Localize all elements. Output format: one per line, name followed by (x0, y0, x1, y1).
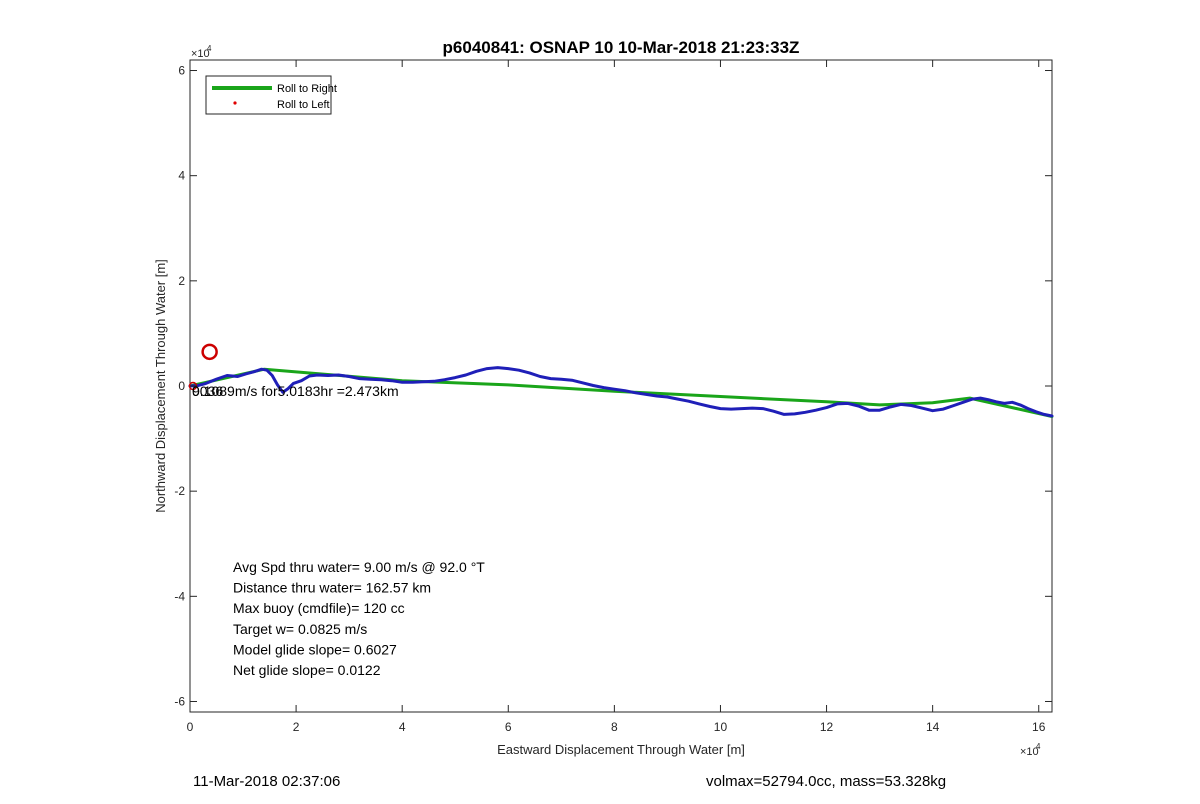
legend-label-roll-right: Roll to Right (277, 83, 337, 95)
legend-box (205, 75, 332, 115)
ticks-layer: 0 2 4 6 8 10 12 14 16 -6 -4 -2 0 2 4 6 (174, 60, 1052, 734)
y-tick-label: 2 (178, 274, 185, 288)
x-tick-label: 10 (714, 720, 728, 734)
legend: Roll to Right Roll to Left (205, 75, 337, 115)
stats-line: Avg Spd thru water= 9.00 m/s @ 92.0 °T (233, 559, 485, 575)
series-layer (188, 343, 1054, 418)
x-exponent-power: 4 (1036, 742, 1041, 751)
y-tick-label: 0 (178, 379, 185, 393)
y-tick-label: -4 (174, 589, 185, 603)
x-tick-label: 8 (611, 720, 618, 734)
stats-line: Distance thru water= 162.57 km (233, 580, 431, 596)
start-marker-label: 9036 (192, 383, 223, 399)
x-exponent-base: ×10 (1020, 746, 1039, 758)
footer-timestamp: 11-Mar-2018 02:37:06 (193, 773, 341, 790)
stats-line: Target w= 0.0825 m/s (233, 621, 367, 637)
legend-swatch-roll-left (233, 101, 237, 105)
x-tick-label: 16 (1032, 720, 1046, 734)
target-circle-marker (201, 343, 218, 361)
stats-line: Model glide slope= 0.6027 (233, 641, 397, 657)
x-axis-label: Eastward Displacement Through Water [m] (497, 742, 745, 757)
x-tick-label: 0 (187, 720, 194, 734)
x-exponent-label: ×10 4 (1020, 742, 1041, 758)
y-axis-label: Northward Displacement Through Water [m] (153, 259, 168, 513)
axes-box (189, 59, 1053, 713)
x-tick-label: 2 (293, 720, 300, 734)
y-tick-label: -6 (174, 694, 185, 708)
y-tick-label: 6 (178, 64, 185, 78)
chart-title: p6040841: OSNAP 10 10-Mar-2018 21:23:33Z (443, 38, 800, 57)
y-tick-label: -2 (174, 484, 185, 498)
footer-mass-info: volmax=52794.0cc, mass=53.328kg (706, 773, 947, 790)
y-exponent-label: ×10 4 (191, 44, 212, 60)
y-exponent-power: 4 (207, 44, 212, 53)
x-tick-label: 6 (505, 720, 512, 734)
stats-block: Avg Spd thru water= 9.00 m/s @ 92.0 °T Di… (233, 559, 485, 678)
legend-label-roll-left: Roll to Left (277, 99, 330, 111)
segment-speed-annotation: 0.1089m/s for5.0183hr =2.473km (192, 383, 399, 399)
stats-line: Net glide slope= 0.0122 (233, 662, 381, 678)
annotations: 9036 0.1089m/s for5.0183hr =2.473km (192, 383, 399, 399)
x-tick-label: 14 (926, 720, 940, 734)
y-tick-label: 4 (178, 169, 185, 183)
x-tick-label: 4 (399, 720, 406, 734)
x-tick-label: 12 (820, 720, 834, 734)
plot-area (189, 59, 1053, 713)
y-exponent-base: ×10 (191, 48, 210, 60)
displacement-track (188, 366, 1054, 418)
stats-line: Max buoy (cmdfile)= 120 cc (233, 600, 405, 616)
